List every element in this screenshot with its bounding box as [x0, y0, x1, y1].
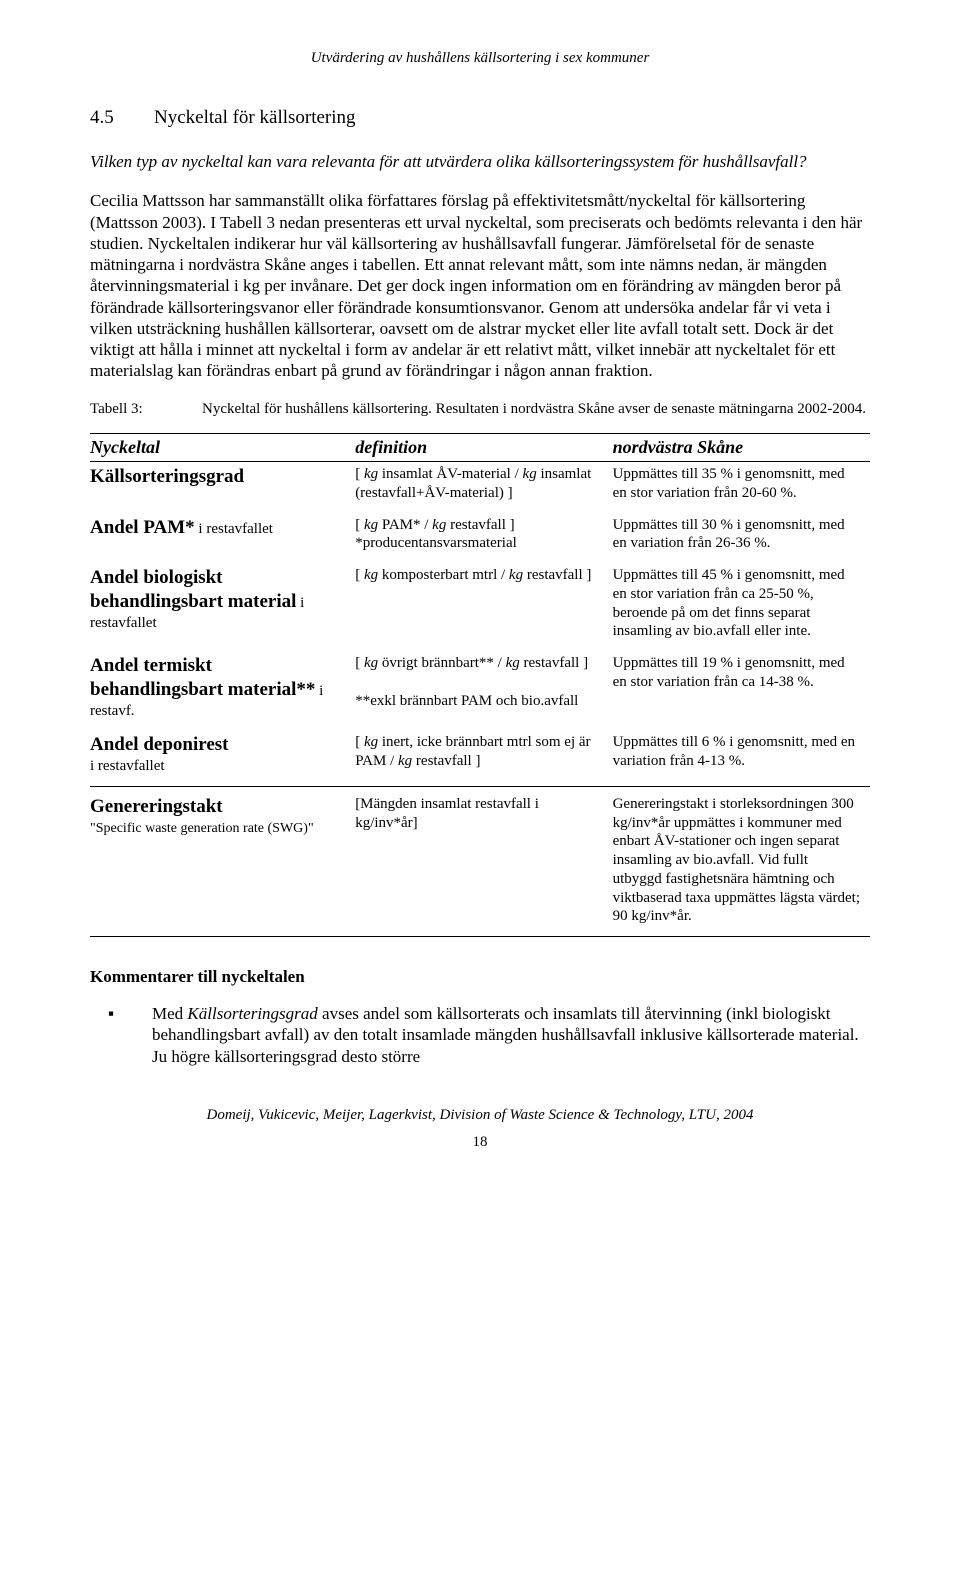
bullet-icon: ▪ — [90, 1003, 152, 1067]
table-row: Andel biologiskt behandlingsbart materia… — [90, 563, 870, 651]
row-result: Uppmättes till 35 % i genomsnitt, med en… — [613, 462, 870, 513]
table-caption-text: Nyckeltal för hushållens källsortering. … — [202, 400, 870, 420]
table-row: Andel termiskt behandlingsbart material*… — [90, 651, 870, 730]
row-quote: "Specific waste generation rate (SWG)" — [90, 821, 314, 836]
bullet-item: ▪ Med Källsorteringsgrad avses andel som… — [90, 1003, 870, 1067]
col-header-nordvastra: nordvästra Skåne — [613, 434, 870, 462]
col-header-nyckeltal: Nyckeltal — [90, 434, 355, 462]
row-result: Uppmättes till 45 % i genomsnitt, med en… — [613, 563, 870, 651]
page-header: Utvärdering av hushållens källsortering … — [90, 50, 870, 67]
table-row: Källsorteringsgrad [ kg insamlat ÅV-mate… — [90, 462, 870, 513]
row-title: Källsorteringsgrad — [90, 466, 244, 487]
row-title: Andel deponirest — [90, 734, 228, 755]
row-sub: i restavfallet — [90, 758, 165, 774]
comments-heading: Kommentarer till nyckeltalen — [90, 967, 870, 987]
col-header-definition: definition — [355, 434, 612, 462]
row-definition: [ kg övrigt brännbart** / kg restavfall … — [355, 651, 612, 730]
body-paragraph: Cecilia Mattsson har sammanställt olika … — [90, 190, 870, 381]
row-definition: [Mängden insamlat restavfall i kg/inv*år… — [355, 786, 612, 936]
page-footer: Domeij, Vukicevic, Meijer, Lagerkvist, D… — [90, 1107, 870, 1124]
section-number: 4.5 — [90, 107, 154, 129]
row-title: Andel PAM* — [90, 517, 195, 538]
table-row: Andel deponirest i restavfallet [ kg ine… — [90, 730, 870, 786]
row-result: Uppmättes till 30 % i genomsnitt, med en… — [613, 513, 870, 564]
row-title: Andel biologiskt behandlingsbart materia… — [90, 567, 296, 612]
row-title: Andel termiskt behandlingsbart material*… — [90, 655, 315, 700]
section-title: 4.5Nyckeltal för källsortering — [90, 107, 870, 129]
bullet-text: Med Källsorteringsgrad avses andel som k… — [152, 1003, 870, 1067]
row-result: Uppmättes till 19 % i genomsnitt, med en… — [613, 651, 870, 730]
nyckeltal-table: Nyckeltal definition nordvästra Skåne Kä… — [90, 433, 870, 937]
table-row: Genereringstakt "Specific waste generatio… — [90, 786, 870, 936]
row-definition: [ kg insamlat ÅV-material / kg insamlat … — [355, 462, 612, 513]
intro-paragraph: Vilken typ av nyckeltal kan vara relevan… — [90, 151, 870, 172]
row-title: Genereringstakt — [90, 796, 223, 817]
row-definition: [ kg inert, icke brännbart mtrl som ej ä… — [355, 730, 612, 786]
table-caption-label: Tabell 3: — [90, 400, 202, 420]
row-definition: [ kg PAM* / kg restavfall ]*producentans… — [355, 513, 612, 564]
page-number: 18 — [90, 1134, 870, 1151]
section-title-text: Nyckeltal för källsortering — [154, 107, 356, 128]
row-definition: [ kg komposterbart mtrl / kg restavfall … — [355, 563, 612, 651]
row-result: Uppmättes till 6 % i genomsnitt, med en … — [613, 730, 870, 786]
page-container: Utvärdering av hushållens källsortering … — [0, 0, 960, 1181]
row-sub: i restavfallet — [195, 521, 273, 537]
table-row: Andel PAM* i restavfallet [ kg PAM* / kg… — [90, 513, 870, 564]
table-caption: Tabell 3: Nyckeltal för hushållens källs… — [90, 400, 870, 420]
row-result: Genereringstakt i storleksordningen 300 … — [613, 786, 870, 936]
